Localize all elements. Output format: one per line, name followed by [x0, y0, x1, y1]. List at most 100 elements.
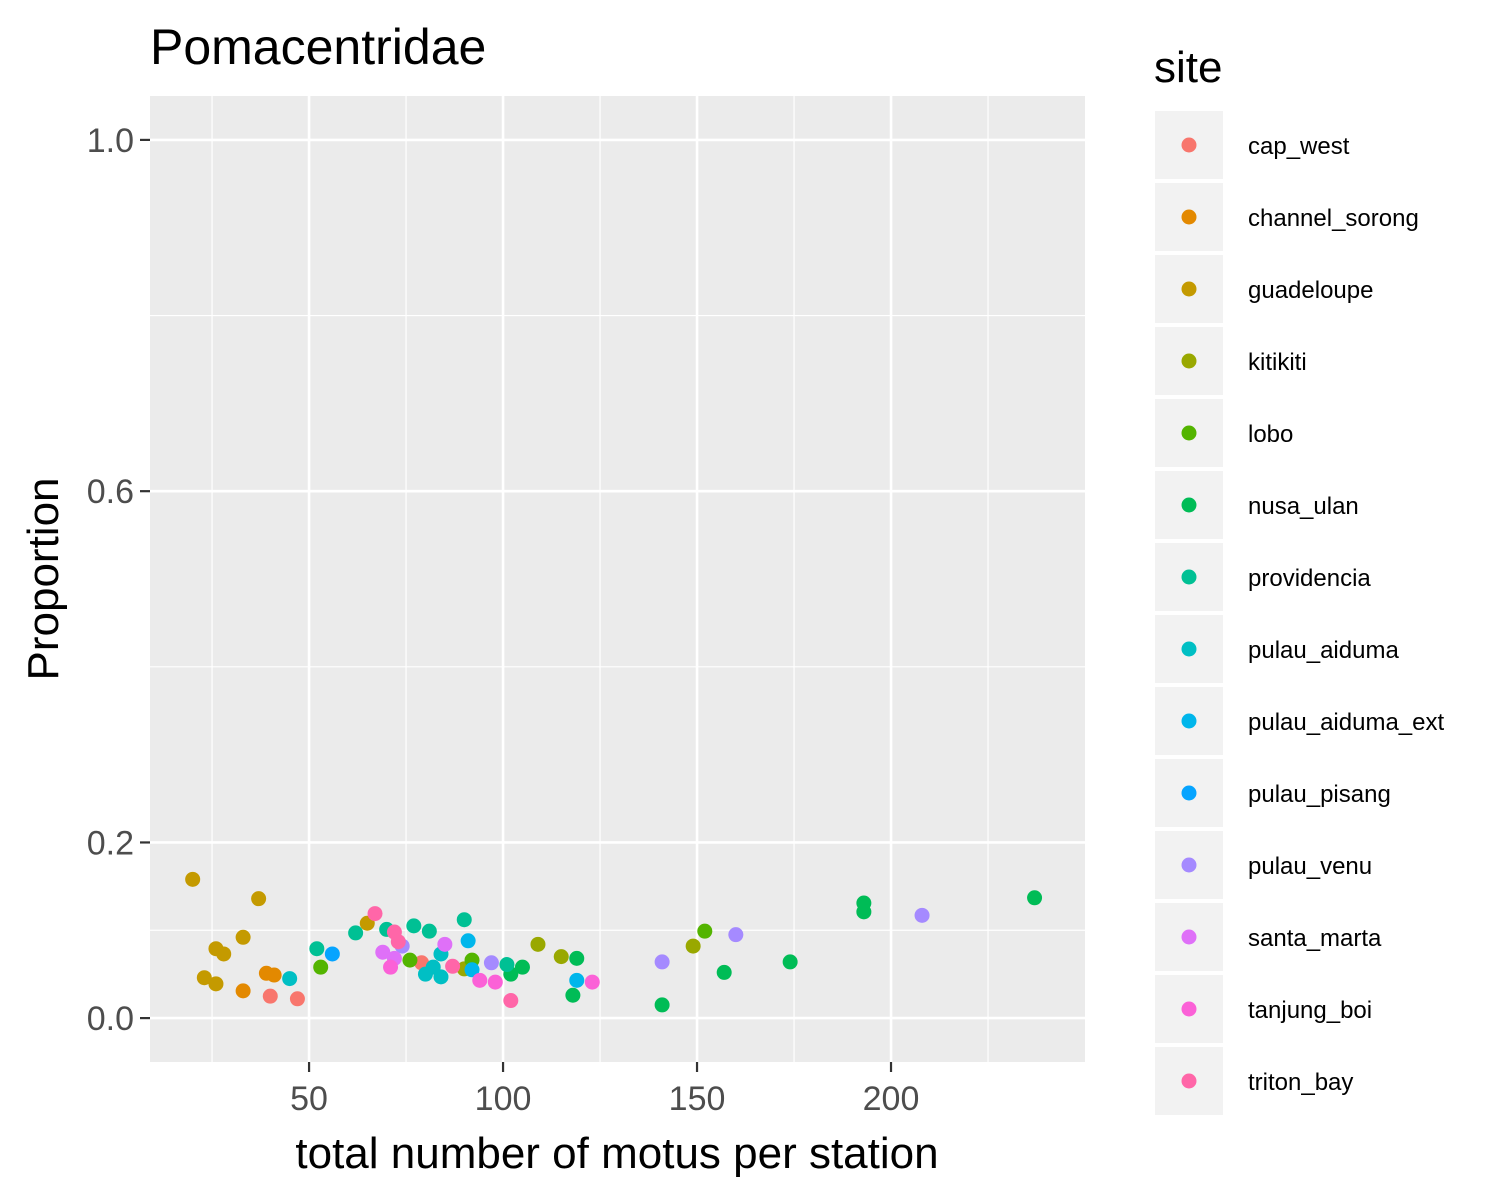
data-point-providencia — [499, 957, 515, 973]
data-point-pulau_venu — [914, 907, 930, 923]
data-point-cap_west — [262, 988, 278, 1004]
data-point-pulau_aiduma_ext — [464, 962, 480, 978]
data-point-channel_sorong — [235, 983, 251, 999]
legend-item-kitikiti: kitikiti — [1155, 327, 1307, 395]
legend: cap_west channel_sorong guadeloupe kitikiti… — [1155, 111, 1444, 1115]
data-point-tanjung_boi — [584, 974, 600, 990]
legend-key-point — [1181, 209, 1197, 225]
data-point-kitikiti — [530, 936, 546, 952]
chart-title: Pomacentridae — [150, 19, 486, 75]
data-point-guadeloupe — [216, 946, 232, 962]
legend-key-point — [1181, 785, 1197, 801]
data-point-triton_bay — [445, 958, 461, 974]
legend-key-point — [1181, 281, 1197, 297]
data-point-pulau_pisang — [324, 946, 340, 962]
legend-label: pulau_aiduma_ext — [1248, 709, 1444, 736]
x-axis-title: total number of motus per station — [295, 1129, 938, 1178]
y-axis: 0.0 0.2 0.6 1.0 — [87, 122, 150, 1038]
data-point-nusa_ulan — [1027, 890, 1043, 906]
data-point-pulau_aiduma — [282, 971, 298, 987]
data-point-providencia — [348, 925, 364, 941]
x-tick-label: 100 — [475, 1080, 532, 1118]
data-point-santa_marta — [437, 936, 453, 952]
legend-key-point — [1181, 929, 1197, 945]
data-point-lobo — [697, 923, 713, 939]
data-point-channel_sorong — [266, 967, 282, 983]
data-point-pulau_aiduma — [433, 969, 449, 985]
data-point-providencia — [406, 918, 422, 934]
legend-item-nusa_ulan: nusa_ulan — [1155, 471, 1359, 539]
legend-label: tanjung_boi — [1248, 997, 1372, 1024]
data-point-pulau_aiduma_ext — [569, 972, 585, 988]
minor-gridlines — [150, 96, 1085, 1062]
legend-label: lobo — [1248, 421, 1293, 448]
legend-item-cap_west: cap_west — [1155, 111, 1350, 179]
legend-label: channel_sorong — [1248, 205, 1419, 232]
legend-label: pulau_pisang — [1248, 781, 1391, 808]
data-point-pulau_venu — [728, 927, 744, 943]
data-point-providencia — [309, 941, 325, 957]
data-point-nusa_ulan — [782, 954, 798, 970]
y-tick-label: 0.6 — [87, 473, 134, 511]
data-point-tanjung_boi — [472, 972, 488, 988]
legend-item-pulau_aiduma_ext: pulau_aiduma_ext — [1155, 687, 1444, 755]
legend-label: pulau_venu — [1248, 853, 1372, 880]
x-tick-label: 200 — [863, 1080, 920, 1118]
legend-key-point — [1181, 1073, 1197, 1089]
legend-item-triton_bay: triton_bay — [1155, 1047, 1353, 1115]
legend-key-point — [1181, 857, 1197, 873]
legend-label: kitikiti — [1248, 349, 1307, 376]
legend-title: site — [1154, 43, 1222, 92]
legend-key-point — [1181, 1001, 1197, 1017]
legend-label: pulau_aiduma — [1248, 637, 1399, 664]
data-point-pulau_venu — [483, 955, 499, 971]
data-point-nusa_ulan — [569, 950, 585, 966]
x-axis: 50 100 150 200 — [290, 1062, 919, 1118]
legend-item-guadeloupe: guadeloupe — [1155, 255, 1373, 323]
data-point-kitikiti — [553, 949, 569, 965]
y-axis-title: Proportion — [19, 477, 68, 680]
data-point-triton_bay — [503, 993, 519, 1009]
legend-label: triton_bay — [1248, 1069, 1353, 1096]
data-point-triton_bay — [367, 906, 383, 922]
data-point-tanjung_boi — [487, 974, 503, 990]
x-tick-label: 50 — [290, 1080, 328, 1118]
legend-key-point — [1181, 425, 1197, 441]
legend-label: nusa_ulan — [1248, 493, 1359, 520]
data-point-tanjung_boi — [383, 959, 399, 975]
y-tick-label: 1.0 — [87, 122, 134, 160]
data-point-guadeloupe — [185, 871, 201, 887]
legend-item-providencia: providencia — [1155, 543, 1371, 611]
data-point-guadeloupe — [235, 929, 251, 945]
data-point-guadeloupe — [251, 891, 267, 907]
legend-key-point — [1181, 713, 1197, 729]
legend-item-pulau_aiduma: pulau_aiduma — [1155, 615, 1399, 683]
data-point-pulau_venu — [654, 954, 670, 970]
legend-key-point — [1181, 569, 1197, 585]
data-point-santa_marta — [375, 944, 391, 960]
legend-item-pulau_pisang: pulau_pisang — [1155, 759, 1391, 827]
plot-panel — [150, 96, 1085, 1062]
legend-item-lobo: lobo — [1155, 399, 1293, 467]
data-point-lobo — [402, 952, 418, 968]
data-point-providencia — [421, 923, 437, 939]
data-point-cap_west — [289, 991, 305, 1007]
legend-item-tanjung_boi: tanjung_boi — [1155, 975, 1372, 1043]
data-point-nusa_ulan — [654, 997, 670, 1013]
major-gridlines — [150, 96, 1085, 1062]
data-point-pulau_aiduma_ext — [460, 933, 476, 949]
data-point-lobo — [313, 959, 329, 975]
legend-key-point — [1181, 353, 1197, 369]
data-point-nusa_ulan — [856, 904, 872, 920]
legend-item-santa_marta: santa_marta — [1155, 903, 1382, 971]
data-point-nusa_ulan — [514, 959, 530, 975]
data-point-nusa_ulan — [716, 964, 732, 980]
data-point-guadeloupe — [196, 970, 212, 986]
data-point-triton_bay — [390, 934, 406, 950]
y-tick-label: 0.0 — [87, 1000, 134, 1038]
legend-label: providencia — [1248, 565, 1371, 592]
legend-item-pulau_venu: pulau_venu — [1155, 831, 1372, 899]
legend-item-channel_sorong: channel_sorong — [1155, 183, 1419, 251]
legend-label: santa_marta — [1248, 925, 1382, 952]
